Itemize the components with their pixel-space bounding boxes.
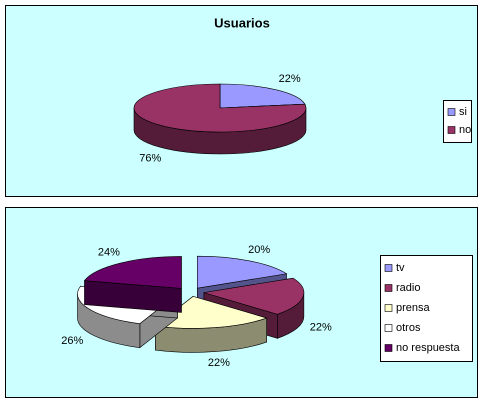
data-label: 76% [139,153,161,165]
legend-swatch [384,324,393,332]
legend-label: prensa [396,302,431,314]
legend-label: tv [396,262,405,274]
legend-label: si [459,106,467,118]
legend-swatch [384,344,393,352]
legend-swatch [384,284,393,292]
legend [443,100,472,143]
legend-swatch [384,304,393,312]
slice-top [203,277,305,315]
legend [380,255,473,362]
legend-swatch [384,264,393,272]
data-label: 22% [279,73,301,85]
legend-swatch [447,108,456,116]
slice-top [197,255,288,289]
legend-swatch [447,126,456,134]
data-label: 22% [310,322,332,334]
legend-label: no [459,124,471,136]
pie-slice [133,83,307,155]
slice-top [83,256,182,289]
legend-label: radio [396,282,420,294]
pie-slice [154,295,268,353]
data-label: 26% [61,335,83,347]
data-label: 22% [208,357,230,369]
pie-slice [83,256,182,313]
data-label: 24% [98,247,120,259]
slice-top [133,83,307,133]
slice-top [219,83,306,109]
data-label: 20% [248,244,270,256]
chart-title: Usuarios [214,15,270,30]
legend-label: otros [396,322,421,334]
legend-label: no respuesta [396,342,460,354]
